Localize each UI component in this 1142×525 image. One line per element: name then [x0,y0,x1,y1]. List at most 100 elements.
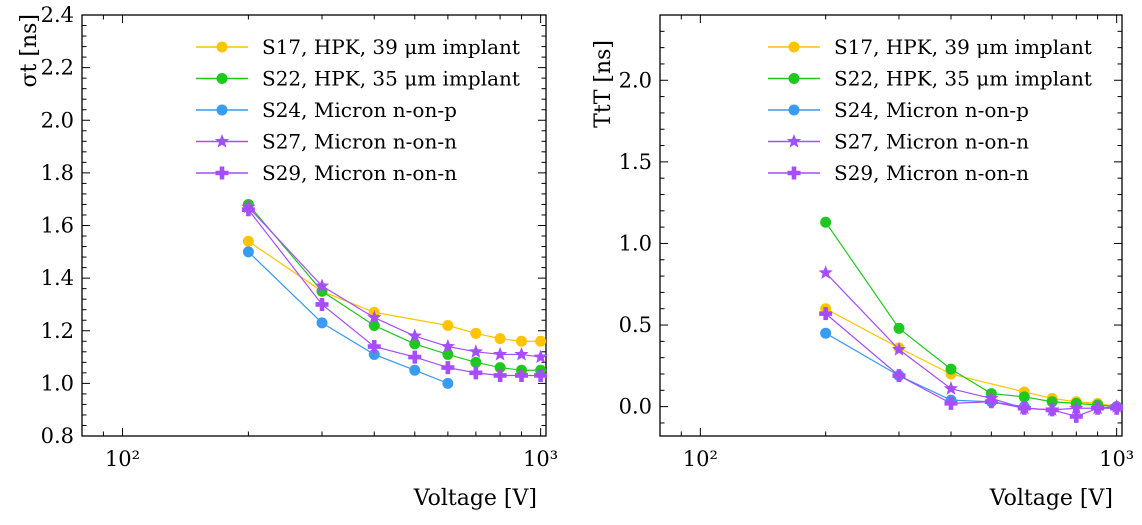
y-tick-label: 2.2 [41,56,74,80]
data-point [409,364,421,376]
data-point [534,368,548,382]
data-point [494,362,506,374]
data-point [368,348,380,360]
data-point [892,369,906,383]
series-line [825,308,1117,408]
data-point [515,368,529,382]
series-4 [818,265,1124,416]
y-tick-label: 0.5 [619,313,652,337]
series-line [825,272,1117,411]
legend-label: S17, HPK, 39 μm implant [262,35,520,59]
data-point [470,356,482,368]
series-3 [242,246,454,389]
legend-entry: S17, HPK, 39 μm implant [196,35,520,59]
legend-marker [215,166,229,180]
data-point [469,366,483,380]
legend-label: S17, HPK, 39 μm implant [834,35,1092,59]
x-axis-label: Voltage [V] [413,486,537,511]
data-point [493,368,507,382]
data-point [442,348,454,360]
y-tick-label: 1.2 [41,319,74,343]
data-point [516,335,528,347]
legend-entry: S24, Micron n-on-p [196,98,457,122]
data-point [891,342,907,356]
left-plot-panel: 0.8 1.0 1.2 1.4 1.6 1.8 2.0 2.2 2.4 10² 10³ Voltage… [17,3,558,511]
legend-marker [788,73,800,84]
legend-marker [788,41,800,53]
x-axis-label: Voltage [V] [989,486,1113,511]
legend-label: S22, HPK, 35 μm implant [834,67,1092,91]
series-5 [241,203,548,382]
y-tick-label: 0.0 [619,395,652,419]
x-tick-label: 10³ [1099,447,1134,471]
legend-entry: S29, Micron n-on-n [196,161,457,185]
series-line [247,251,449,384]
data-point [945,363,957,375]
data-point [533,349,548,364]
y-tick-label: 2.0 [41,108,74,132]
legend-label: S29, Micron n-on-n [834,161,1029,185]
data-point [316,317,328,329]
series-line [247,209,541,377]
data-point [1045,403,1059,417]
data-point [241,203,255,217]
data-point [468,344,483,358]
legend-entry: S29, Micron n-on-n [768,161,1029,185]
data-point [1017,401,1031,415]
right-plot-panel: 0.0 0.5 1.0 1.5 2.0 10² 10³ Voltage [V] TtT [ns]… [591,14,1134,511]
legend: S17, HPK, 39 μm implant S22, HPK, 35 μm i… [196,35,520,185]
data-point [441,361,455,375]
series-2 [242,198,547,376]
axis-ticks [659,14,1122,436]
data-point [1069,400,1084,415]
legend-entry: S22, HPK, 35 μm implant [196,67,520,91]
series-5 [819,307,1124,423]
legend-label: S27, Micron n-on-n [834,130,1029,154]
legend-label: S24, Micron n-on-p [834,98,1029,122]
data-point [409,338,421,350]
data-point [818,265,833,279]
series-3 [820,327,1030,413]
data-point [1018,391,1030,403]
data-point [492,346,508,361]
data-point [470,327,482,339]
data-point [367,340,381,354]
y-tick-label: 2.0 [619,68,652,92]
legend-label: S29, Micron n-on-n [262,161,457,185]
y-tick-label: 2.4 [41,3,74,27]
legend-marker [787,166,801,180]
data-point [1046,396,1058,408]
data-point [1110,401,1124,415]
legend: S17, HPK, 39 μm implant S22, HPK, 35 μm i… [768,35,1092,185]
legend-entry: S17, HPK, 39 μm implant [768,35,1092,59]
y-tick-label: 1.4 [41,266,74,290]
y-tick-label: 1.8 [41,161,74,185]
series-2 [820,216,1123,413]
data-point [367,310,382,324]
data-point [314,278,330,293]
legend-entry: S27, Micron n-on-n [196,130,457,154]
data-point [820,216,832,228]
data-point [819,307,833,321]
data-point [514,346,529,361]
data-point [408,350,422,364]
series-line [247,204,541,371]
legend-marker [216,104,228,116]
y-tick-label: 1.6 [41,214,74,238]
legend-entry: S27, Micron n-on-n [768,130,1029,154]
y-tick-label: 1.0 [41,371,74,395]
legend-marker [216,73,228,84]
data-point [494,333,506,345]
legend-entry: S24, Micron n-on-p [768,98,1029,122]
plot-frame [659,14,1123,437]
x-tick-label: 10³ [523,447,558,471]
legend-marker [786,134,802,148]
y-axis-label: σt [ns] [17,14,42,87]
data-point [893,322,905,334]
data-point [315,297,329,311]
data-point [943,381,959,395]
legend-marker [216,41,228,53]
data-point [820,327,832,339]
